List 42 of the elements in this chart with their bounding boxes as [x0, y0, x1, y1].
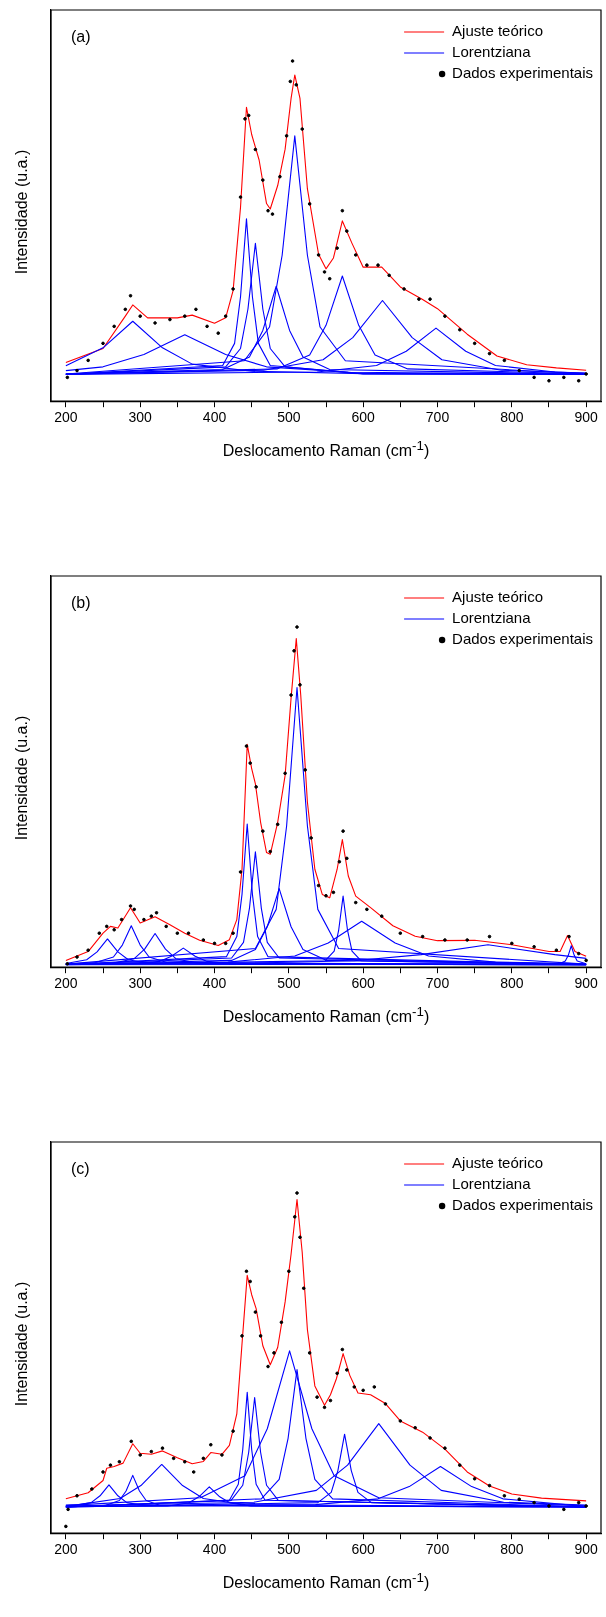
legend-label: Ajuste teórico: [452, 22, 543, 40]
x-tick-label: 800: [500, 1541, 524, 1558]
x-tick-label: 900: [574, 1541, 599, 1558]
legend-label: Dados experimentais: [452, 630, 593, 648]
x-tick-label: 700: [425, 1541, 450, 1558]
x-tick-label: 400: [202, 409, 227, 426]
legend-label: Ajuste teórico: [452, 588, 543, 606]
legend-label: Dados experimentais: [452, 1196, 593, 1214]
x-tick-label: 800: [500, 409, 524, 426]
x-tick-label: 500: [277, 975, 301, 992]
x-tick-label: 700: [425, 975, 450, 992]
x-tick-label: 500: [277, 409, 301, 426]
x-tick-label: 300: [128, 409, 153, 426]
legend-label: Lorentziana: [452, 1175, 532, 1193]
legend-label: Dados experimentais: [452, 64, 593, 82]
y-axis-title: Intensidade (u.a.): [13, 715, 31, 841]
x-tick-label: 900: [574, 409, 599, 426]
text: (a): [71, 28, 91, 45]
x-axis-title: Deslocamento Raman (cm$^{-1}$): [221, 1570, 431, 1593]
legend-label: Lorentziana: [452, 609, 532, 627]
x-tick-label: 200: [54, 1541, 78, 1558]
x-tick-label: 300: [128, 975, 153, 992]
legend-label: Ajuste teórico: [452, 1154, 543, 1172]
x-tick-label: 200: [54, 409, 78, 426]
x-axis-title: Deslocamento Raman (cm$^{-1}$): [221, 1004, 431, 1027]
y-axis-title: Intensidade (u.a.): [13, 149, 31, 275]
legend-label: Lorentziana: [452, 43, 532, 61]
x-tick-label: 600: [351, 409, 376, 426]
x-tick-label: 900: [574, 975, 599, 992]
x-tick-label: 200: [54, 975, 78, 992]
x-axis-title: Deslocamento Raman (cm$^{-1}$): [221, 438, 431, 461]
y-axis-title: Intensidade (u.a.): [13, 1281, 31, 1407]
x-tick-label: 500: [277, 1541, 301, 1558]
x-tick-label: 800: [500, 975, 524, 992]
x-tick-label: 600: [351, 975, 376, 992]
x-tick-label: 700: [425, 409, 450, 426]
x-tick-label: 400: [202, 1541, 227, 1558]
x-tick-label: 600: [351, 1541, 376, 1558]
x-tick-label: 300: [128, 1541, 153, 1558]
text: (c): [71, 1160, 90, 1177]
text: (b): [71, 594, 91, 611]
x-tick-label: 400: [202, 975, 227, 992]
